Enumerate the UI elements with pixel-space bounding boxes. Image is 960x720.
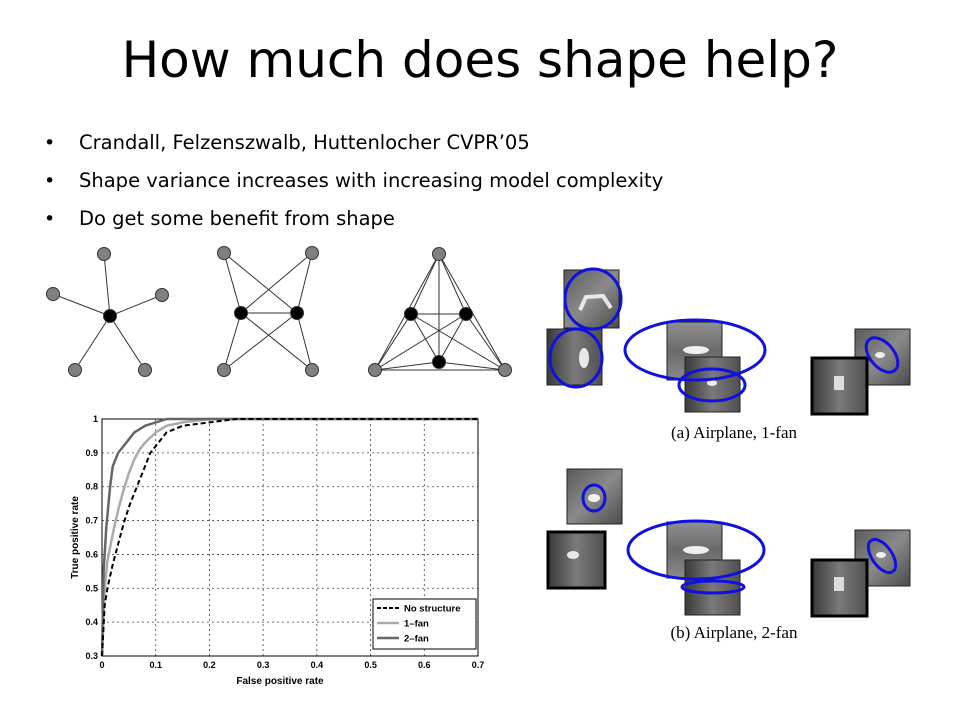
part-ellipse: [563, 267, 623, 331]
airplane-2fan-figure: (b) Airplane, 2-fan: [546, 468, 911, 642]
bullet-text: Shape variance increases with increasing…: [79, 169, 664, 192]
graph-node: [368, 363, 382, 377]
x-tick-label: 0.2: [203, 660, 216, 670]
graph-node-center: [459, 307, 473, 321]
part-ellipse: [677, 367, 747, 403]
part-ellipse: [548, 327, 604, 389]
caption-2fan: (b) Airplane, 2-fan: [671, 623, 798, 642]
part-ellipse: [866, 537, 898, 575]
graph-node-center: [234, 306, 248, 320]
one-fan-graph-diagram: [217, 246, 319, 377]
y-tick-label: 0.3: [85, 651, 98, 661]
bullet-dot-icon: •: [44, 170, 56, 192]
part-ellipse: [581, 483, 607, 513]
bullet-item: • Shape variance increases with increasin…: [44, 162, 663, 200]
part-ellipse: [626, 519, 766, 581]
y-tick-label: 0.8: [85, 482, 98, 492]
slide-title: How much does shape help?: [121, 31, 839, 89]
bullet-item: • Crandall, Felzenszwalb, Huttenlocher CV…: [44, 124, 663, 162]
y-tick-label: 0.9: [85, 448, 98, 458]
graph-node: [138, 363, 152, 377]
star-graph-diagram: [46, 247, 169, 377]
part-ellipse: [680, 579, 746, 595]
graph-node: [97, 247, 111, 261]
graph-node-center: [103, 309, 117, 323]
x-tick-label: 0.7: [472, 660, 485, 670]
graph-node-center: [432, 355, 446, 369]
x-tick-label: 0.5: [364, 660, 377, 670]
bullet-item: • Do get some benefit from shape: [44, 200, 663, 238]
bullet-list: • Crandall, Felzenszwalb, Huttenlocher CV…: [44, 124, 663, 238]
x-tick-label: 0: [99, 660, 104, 670]
legend-label: 1–fan: [404, 619, 429, 630]
graph-node: [498, 363, 512, 377]
part-ellipse: [864, 336, 900, 374]
graph-node: [305, 363, 319, 377]
y-tick-label: 0.7: [85, 516, 98, 526]
x-tick-label: 0.1: [149, 660, 162, 670]
y-tick-label: 0.5: [85, 583, 98, 593]
airplane-1fan-figure: (a) Airplane, 1-fan: [546, 267, 911, 442]
graph-node: [46, 287, 60, 301]
part-ellipse: [623, 318, 767, 382]
image-patch: [684, 559, 741, 616]
roc-series-line-1: [100, 417, 478, 657]
bullet-dot-icon: •: [44, 208, 56, 230]
graph-node: [217, 246, 231, 260]
y-tick-label: 0.6: [85, 549, 98, 559]
graph-node: [68, 363, 82, 377]
x-tick-label: 0.3: [257, 660, 270, 670]
y-axis-label: True positive rate: [70, 496, 81, 579]
caption-1fan: (a) Airplane, 1-fan: [671, 423, 798, 442]
graph-node: [217, 363, 231, 377]
bullet-text: Do get some benefit from shape: [79, 207, 395, 230]
legend-label: No structure: [404, 604, 460, 615]
graph-node: [155, 288, 169, 302]
y-tick-label: 1: [93, 414, 98, 424]
graph-node: [305, 246, 319, 260]
bullet-text: Crandall, Felzenszwalb, Huttenlocher CVP…: [79, 131, 530, 154]
roc-chart: 0 0.1 0.2 0.3 0.4 0.5 0.6 0.7 0.3 0.4 0.5 0.6 0.7 0.8…: [70, 414, 484, 687]
roc-series-line-2: [100, 417, 478, 657]
roc-series-line-0: [101, 418, 478, 657]
x-tick-label: 0.6: [418, 660, 431, 670]
two-fan-graph-diagram: [368, 247, 512, 377]
x-tick-label: 0.4: [311, 660, 324, 670]
image-patch: [546, 530, 607, 590]
graph-node-center: [290, 306, 304, 320]
y-tick-label: 0.4: [85, 617, 98, 627]
legend-label: 2–fan: [404, 634, 429, 645]
graph-node: [432, 247, 446, 261]
bullet-dot-icon: •: [44, 132, 56, 154]
x-axis-label: False positive rate: [236, 676, 324, 687]
graph-node-center: [404, 307, 418, 321]
